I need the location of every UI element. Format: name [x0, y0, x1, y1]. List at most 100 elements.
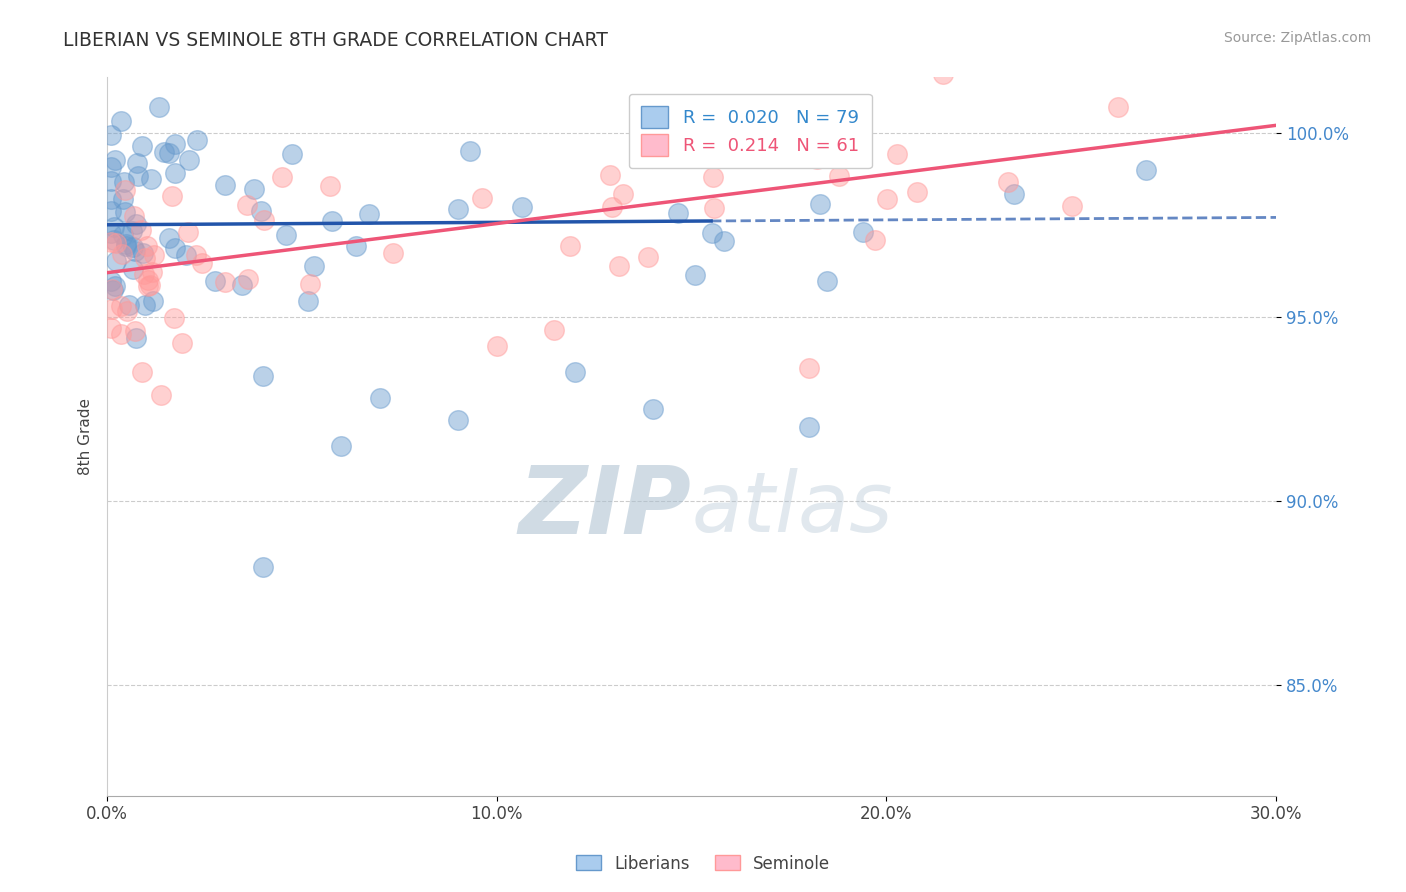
- Point: [125, 155, 148, 169]
- Point: [110, 327, 132, 342]
- Point: [100, 320, 122, 334]
- Point: [184, 247, 207, 261]
- Point: [118, 298, 141, 312]
- Point: [111, 247, 134, 261]
- Point: [806, 152, 828, 166]
- Point: [252, 368, 274, 383]
- Point: [104, 235, 127, 250]
- Point: [105, 254, 128, 268]
- Point: [713, 235, 735, 249]
- Point: [115, 304, 138, 318]
- Point: [148, 100, 170, 114]
- Point: [115, 238, 138, 252]
- Point: [111, 192, 134, 206]
- Point: [214, 178, 236, 192]
- Point: [381, 246, 404, 260]
- Point: [121, 224, 143, 238]
- Point: [304, 259, 326, 273]
- Point: [905, 185, 928, 199]
- Point: [637, 250, 659, 264]
- Point: [100, 235, 122, 249]
- Point: [139, 171, 162, 186]
- Point: [599, 168, 621, 182]
- Point: [274, 228, 297, 243]
- Point: [100, 160, 122, 174]
- Point: [612, 186, 634, 201]
- Point: [828, 169, 851, 184]
- Point: [186, 133, 208, 147]
- Point: [142, 247, 165, 261]
- Point: [643, 141, 665, 155]
- Point: [797, 361, 820, 376]
- Legend: Liberians, Seminole: Liberians, Seminole: [569, 848, 837, 880]
- Point: [100, 192, 122, 206]
- Point: [787, 135, 810, 149]
- Point: [997, 175, 1019, 189]
- Point: [100, 174, 122, 188]
- Point: [100, 274, 122, 288]
- Point: [852, 225, 875, 239]
- Point: [447, 413, 470, 427]
- Point: [543, 323, 565, 337]
- Point: [129, 223, 152, 237]
- Point: [1002, 187, 1025, 202]
- Point: [666, 206, 689, 220]
- Point: [564, 365, 586, 379]
- Point: [876, 192, 898, 206]
- Point: [160, 188, 183, 202]
- Point: [702, 170, 724, 185]
- Point: [485, 339, 508, 353]
- Point: [271, 169, 294, 184]
- Point: [471, 191, 494, 205]
- Point: [748, 145, 770, 159]
- Point: [149, 388, 172, 402]
- Text: LIBERIAN VS SEMINOLE 8TH GRADE CORRELATION CHART: LIBERIAN VS SEMINOLE 8TH GRADE CORRELATI…: [63, 31, 609, 50]
- Point: [177, 153, 200, 167]
- Point: [112, 175, 135, 189]
- Point: [157, 146, 180, 161]
- Point: [172, 335, 194, 350]
- Point: [281, 147, 304, 161]
- Point: [683, 268, 706, 282]
- Point: [131, 365, 153, 379]
- Point: [165, 241, 187, 255]
- Point: [725, 114, 748, 128]
- Point: [252, 213, 274, 227]
- Point: [447, 202, 470, 216]
- Point: [132, 245, 155, 260]
- Text: Source: ZipAtlas.com: Source: ZipAtlas.com: [1223, 31, 1371, 45]
- Point: [641, 401, 664, 416]
- Point: [110, 114, 132, 128]
- Point: [560, 238, 582, 252]
- Point: [191, 255, 214, 269]
- Point: [162, 311, 184, 326]
- Point: [100, 128, 122, 142]
- Point: [243, 182, 266, 196]
- Point: [797, 420, 820, 434]
- Point: [114, 237, 136, 252]
- Point: [104, 278, 127, 293]
- Point: [808, 197, 831, 211]
- Point: [236, 272, 259, 286]
- Text: ZIP: ZIP: [519, 462, 692, 555]
- Point: [124, 244, 146, 258]
- Point: [458, 144, 481, 158]
- Point: [321, 214, 343, 228]
- Point: [1060, 199, 1083, 213]
- Text: atlas: atlas: [692, 468, 893, 549]
- Point: [299, 277, 322, 291]
- Point: [319, 178, 342, 193]
- Point: [135, 239, 157, 253]
- Point: [932, 67, 955, 81]
- Point: [114, 205, 136, 219]
- Point: [103, 233, 125, 247]
- Point: [329, 439, 352, 453]
- Point: [886, 146, 908, 161]
- Point: [815, 274, 838, 288]
- Point: [153, 145, 176, 159]
- Point: [125, 331, 148, 345]
- Point: [125, 217, 148, 231]
- Point: [131, 139, 153, 153]
- Point: [641, 151, 664, 165]
- Point: [176, 248, 198, 262]
